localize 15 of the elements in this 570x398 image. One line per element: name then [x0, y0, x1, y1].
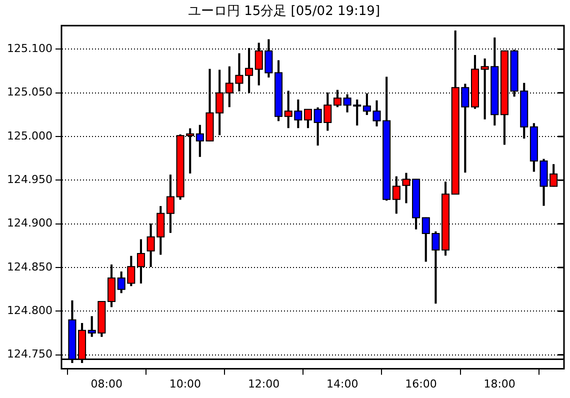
- y-tick-label: 124.750: [6, 348, 52, 361]
- x-tick-label: 12:00: [248, 377, 280, 390]
- y-tick-label: 125.100: [6, 42, 52, 56]
- y-tick-label: 125.000: [6, 129, 52, 142]
- x-tick-label: 14:00: [326, 377, 358, 390]
- x-tick-label: 16:00: [405, 377, 437, 390]
- x-tick-label: 18:00: [484, 377, 516, 390]
- y-tick-label: 125.050: [6, 86, 52, 99]
- y-tick-label: 124.800: [6, 304, 52, 318]
- chart-title: ユーロ円 15分足 [05/02 19:19]: [188, 4, 380, 20]
- y-tick-label: 124.850: [6, 260, 52, 274]
- y-tick-label: 124.950: [6, 173, 52, 186]
- y-tick-label: 124.900: [6, 216, 52, 230]
- x-tick-label: 08:00: [90, 377, 122, 390]
- x-tick-label: 10:00: [169, 377, 202, 390]
